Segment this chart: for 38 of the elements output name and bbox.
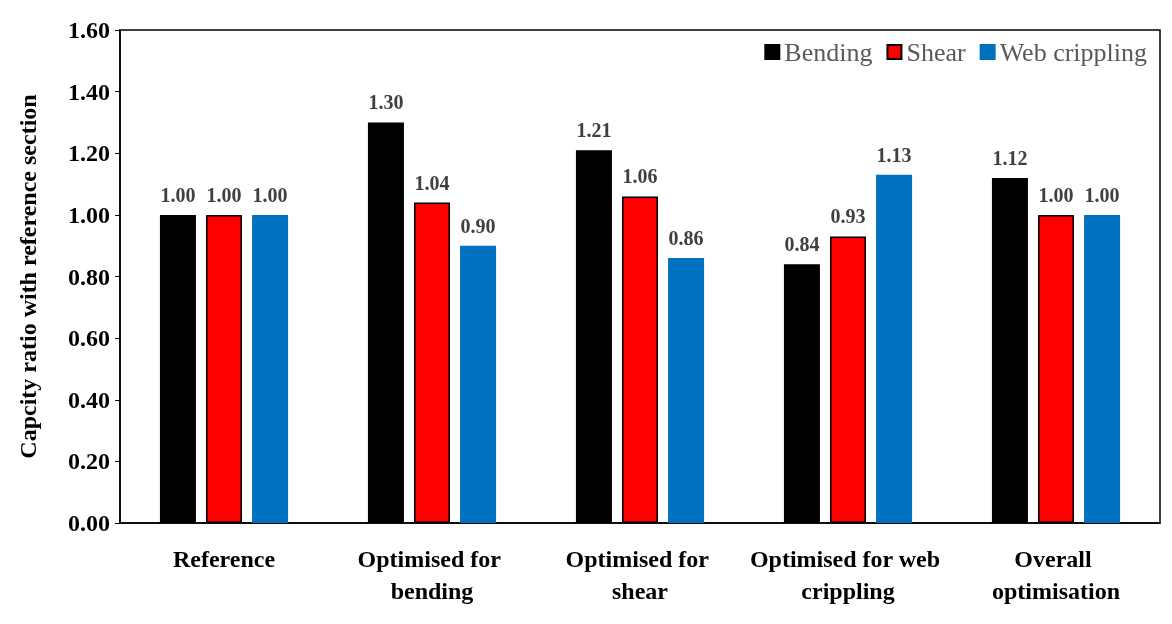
bar — [668, 258, 705, 523]
x-tick-label: Optimised for shear — [565, 546, 715, 604]
y-tick-label: 1.40 — [68, 78, 110, 105]
y-tick-label: 0.80 — [68, 263, 110, 290]
data-label: 1.13 — [876, 143, 912, 166]
data-label: 1.06 — [622, 165, 658, 188]
x-tick-label: Optimised for bending — [357, 546, 507, 604]
legend-label: Shear — [906, 37, 966, 67]
y-tick-label: 1.00 — [68, 201, 110, 228]
x-tick-label: Optimised for web crippling — [749, 546, 947, 604]
y-tick-label: 0.60 — [68, 325, 110, 352]
data-label: 0.86 — [668, 227, 704, 250]
y-tick-label: 0.20 — [68, 448, 110, 475]
bar — [252, 214, 289, 523]
x-tick-label: Overall optimisation — [991, 546, 1121, 604]
data-label: 1.00 — [252, 183, 288, 206]
bar — [876, 174, 913, 523]
data-label: 1.30 — [368, 91, 404, 114]
data-label: 1.00 — [160, 183, 196, 206]
data-label: 1.00 — [1038, 183, 1074, 206]
y-tick-label: 0.00 — [68, 510, 110, 536]
data-label: 0.93 — [830, 205, 866, 228]
y-tick-label: 0.40 — [68, 386, 110, 413]
data-label: 1.00 — [206, 183, 242, 206]
data-label: 0.90 — [460, 214, 496, 237]
y-tick-label: 1.60 — [68, 17, 110, 43]
data-label: 1.12 — [992, 146, 1028, 169]
data-label: 1.00 — [1084, 183, 1120, 206]
bar — [460, 245, 497, 523]
legend-label: Bending — [784, 37, 873, 67]
bar — [1084, 214, 1121, 523]
x-tick-label: Reference — [172, 546, 276, 572]
y-tick-label: 1.20 — [68, 140, 110, 167]
data-label: 0.84 — [784, 233, 820, 256]
data-label: 1.21 — [576, 119, 612, 142]
data-label: 1.04 — [414, 171, 450, 194]
y-axis-title: Capcity ratio with reference section — [15, 94, 41, 459]
legend-label: Web crippling — [999, 37, 1148, 67]
